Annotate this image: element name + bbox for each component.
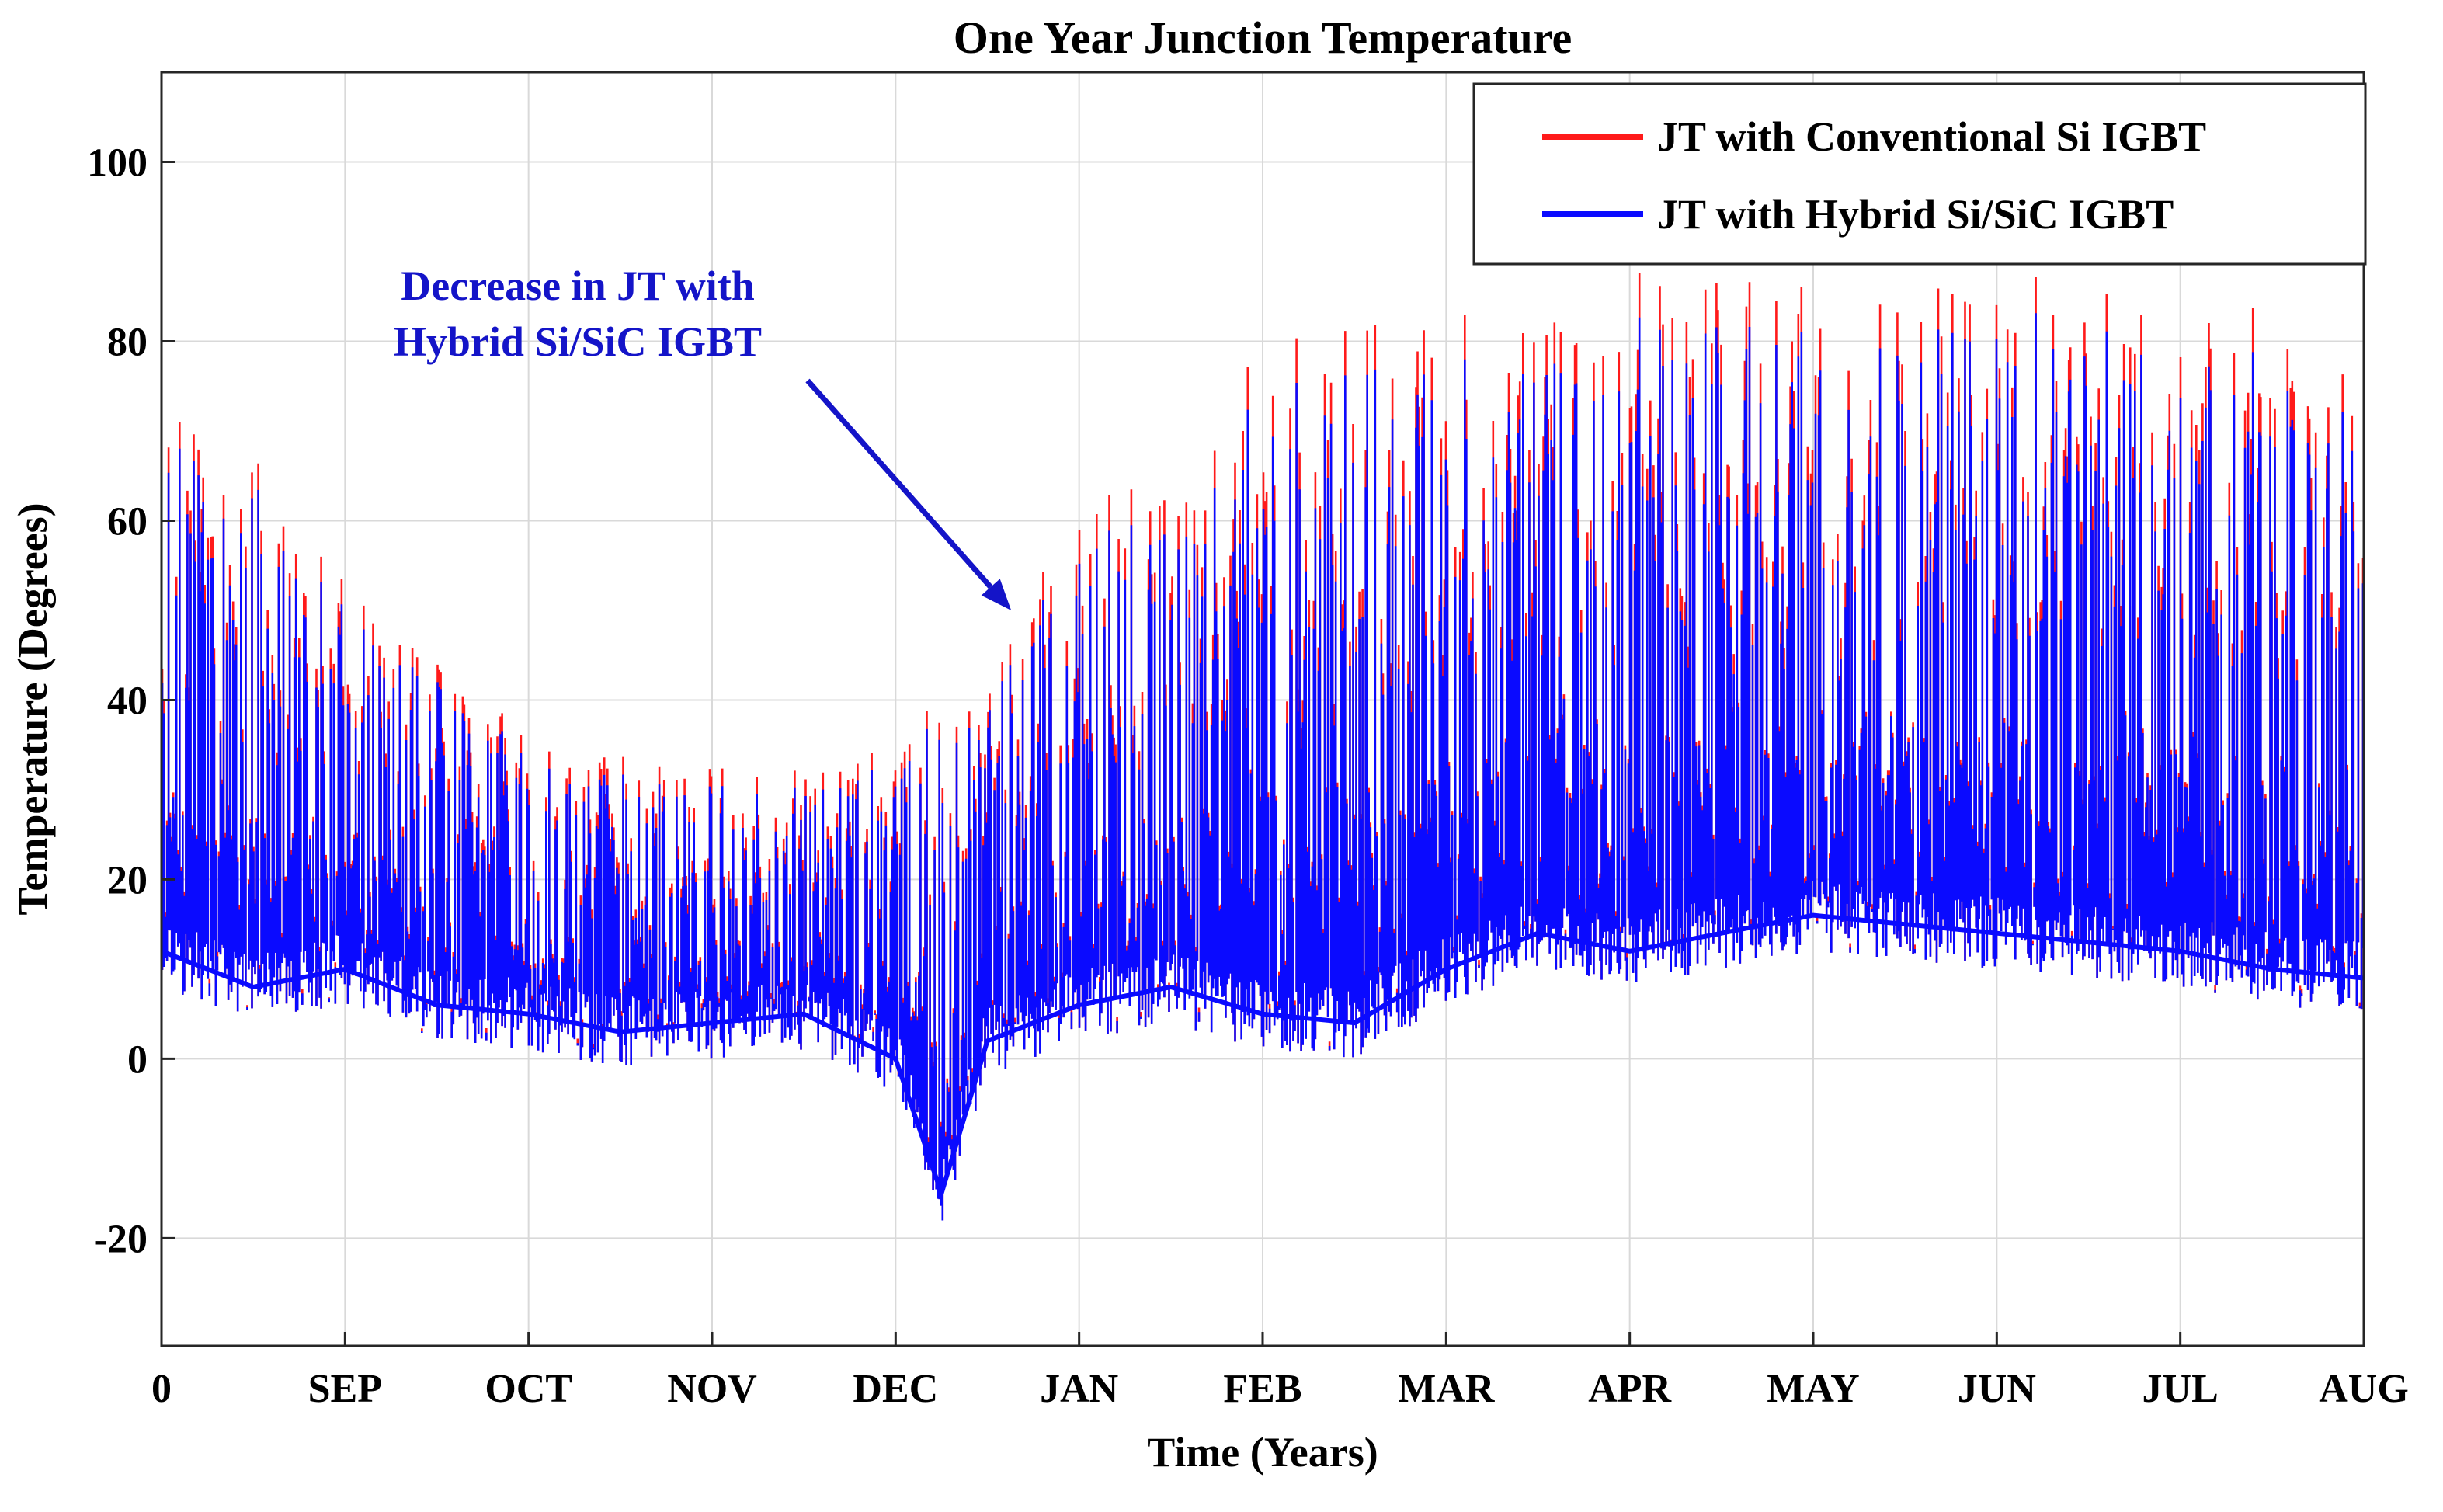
- x-tick-label: DEC: [853, 1367, 938, 1411]
- legend: JT with Conventional Si IGBT JT with Hyb…: [1472, 82, 2367, 266]
- legend-label-conventional: JT with Conventional Si IGBT: [1657, 113, 2206, 160]
- y-tick-label: 80: [107, 320, 148, 364]
- x-tick-label: SEP: [308, 1367, 382, 1411]
- x-tick-label: JUN: [1958, 1367, 2036, 1411]
- x-tick-label: AUG: [2319, 1367, 2409, 1411]
- y-axis-label: Temperature (Degrees): [9, 502, 56, 915]
- annotation: Decrease in JT with Hybrid Si/SiC IGBT: [394, 262, 1012, 610]
- x-tick-label: JAN: [1040, 1367, 1118, 1411]
- y-tick-label: 100: [87, 141, 148, 185]
- x-tick-label: FEB: [1223, 1367, 1301, 1411]
- annotation-text-line-2: Hybrid Si/SiC IGBT: [394, 318, 762, 365]
- annotation-text-line-1: Decrease in JT with: [401, 262, 754, 309]
- x-tick-label: OCT: [485, 1367, 572, 1411]
- legend-box: [1472, 82, 2367, 266]
- x-tick-label: APR: [1588, 1367, 1672, 1411]
- x-tick-label: MAY: [1767, 1367, 1859, 1411]
- y-tick-label: -20: [94, 1217, 148, 1261]
- x-tick-label: JUL: [2142, 1367, 2219, 1411]
- x-axis-label: Time (Years): [1147, 1429, 1378, 1476]
- annotation-arrow: [805, 378, 993, 589]
- series-hybrid-base-line: [162, 912, 2364, 1196]
- chart-title: One Year Junction Temperature: [954, 12, 1572, 63]
- y-tick-label: 60: [107, 499, 148, 544]
- y-tick-label: 0: [127, 1038, 148, 1082]
- axis-ticks: -20 0 20 40 60 80 100 0 SEP OCT NOV DEC JAN FEB MAR APR…: [87, 141, 2409, 1411]
- x-tick-label: MAR: [1398, 1367, 1496, 1411]
- y-tick-label: 40: [107, 679, 148, 723]
- annotation-arrow-head: [981, 579, 1012, 610]
- x-tick-label: NOV: [667, 1367, 757, 1411]
- legend-label-hybrid: JT with Hybrid Si/SiC IGBT: [1657, 191, 2174, 238]
- x-tick-label: 0: [151, 1367, 172, 1411]
- y-tick-label: 20: [107, 858, 148, 902]
